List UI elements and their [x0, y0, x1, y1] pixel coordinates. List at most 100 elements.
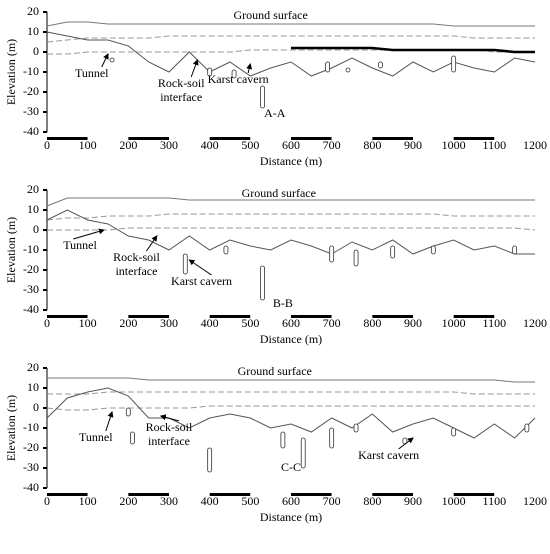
x-tick-label: 600 — [282, 138, 300, 152]
karst-cavern — [353, 249, 359, 267]
x-tick-label: 200 — [119, 138, 137, 152]
x-tick-label: 200 — [119, 316, 137, 330]
karst-cavern — [207, 67, 213, 77]
scale-bar — [453, 315, 495, 318]
scale-bar — [331, 315, 373, 318]
profile-line — [46, 35, 535, 43]
scale-bar — [87, 493, 129, 496]
x-tick-label: 700 — [323, 494, 341, 508]
scale-bar — [169, 315, 210, 318]
y-tick-label: -30 — [23, 104, 39, 118]
scale-bar — [413, 137, 454, 140]
y-tick-label: 20 — [27, 360, 39, 374]
scale-bar — [291, 315, 332, 318]
annotation: Rock-soil — [113, 250, 160, 264]
profile-line — [47, 377, 535, 383]
karst-cavern — [353, 423, 359, 433]
scale-bar — [413, 493, 454, 496]
profile-line — [46, 197, 535, 207]
annotation: Tunnel — [63, 238, 97, 252]
scale-bar — [209, 493, 251, 496]
y-tick-label: -10 — [23, 242, 39, 256]
x-tick-label: 1200 — [523, 138, 547, 152]
y-tick-label: 0 — [33, 222, 39, 236]
x-tick-label: 500 — [241, 138, 259, 152]
scale-bar — [494, 493, 535, 496]
x-tick-label: 400 — [201, 138, 219, 152]
karst-cavern — [329, 427, 335, 449]
profile-line — [47, 391, 535, 395]
scale-bar — [291, 493, 332, 496]
x-axis-label: Distance (m) — [260, 510, 322, 524]
annotation: Tunnel — [79, 430, 113, 444]
x-tick-label: 100 — [79, 138, 97, 152]
y-tick-label: 10 — [27, 380, 39, 394]
y-tick-label: -40 — [23, 480, 39, 494]
karst-cavern — [129, 431, 135, 445]
x-tick-label: 1100 — [483, 138, 507, 152]
annotation: Rock-soil — [146, 420, 193, 434]
annotation: Ground surface — [238, 364, 312, 378]
scale-bar — [87, 137, 129, 140]
scale-bar — [209, 137, 251, 140]
x-tick-label: 1000 — [442, 138, 466, 152]
x-tick-label: 800 — [363, 138, 381, 152]
scale-bar — [128, 315, 169, 318]
scale-bar — [453, 137, 495, 140]
y-tick-label: 0 — [33, 400, 39, 414]
karst-cavern — [182, 253, 188, 275]
x-tick-label: 800 — [363, 316, 381, 330]
x-tick-label: 1200 — [523, 494, 547, 508]
scale-bar — [128, 137, 169, 140]
scale-bar — [331, 137, 373, 140]
annotation: interface — [115, 264, 157, 278]
y-tick-label: -30 — [23, 282, 39, 296]
y-tick-label: -30 — [23, 460, 39, 474]
y-tick-label: 20 — [27, 182, 39, 196]
x-tick-label: 1000 — [442, 316, 466, 330]
karst-cavern — [231, 69, 237, 79]
scale-bar — [209, 315, 251, 318]
y-tick-label: -20 — [23, 84, 39, 98]
y-tick-label: 10 — [27, 202, 39, 216]
annotation: Tunnel — [75, 66, 109, 80]
y-tick-label: -10 — [23, 420, 39, 434]
y-tick-label: 10 — [27, 24, 39, 38]
profile-line — [291, 46, 535, 54]
scale-bar — [128, 493, 169, 496]
x-tick-label: 900 — [404, 138, 422, 152]
karst-cavern — [300, 437, 306, 469]
annotation: interface — [148, 434, 190, 448]
scale-bar — [494, 315, 535, 318]
scale-bar — [413, 315, 454, 318]
y-tick-label: -40 — [23, 124, 39, 138]
karst-cavern — [280, 431, 286, 449]
annotation: Ground surface — [234, 8, 308, 22]
x-tick-label: 300 — [160, 138, 178, 152]
scale-bar — [372, 137, 413, 140]
karst-cavern — [109, 57, 115, 63]
x-tick-label: 1100 — [483, 494, 507, 508]
x-tick-label: 900 — [404, 316, 422, 330]
annotation: Ground surface — [242, 186, 316, 200]
scale-bar — [47, 315, 88, 318]
y-tick-label: -20 — [23, 262, 39, 276]
scale-bar — [87, 315, 129, 318]
profile-line — [46, 31, 536, 77]
annotation-arrow — [246, 63, 253, 74]
scale-bar — [331, 493, 373, 496]
karst-cavern — [524, 423, 530, 433]
x-tick-label: 700 — [323, 138, 341, 152]
annotation-arrow — [159, 414, 180, 422]
x-tick-label: 600 — [282, 316, 300, 330]
karst-cavern — [325, 61, 331, 73]
x-axis-label: Distance (m) — [260, 154, 322, 168]
scale-bar — [47, 493, 88, 496]
karst-cavern — [345, 67, 351, 73]
karst-cavern — [207, 447, 213, 473]
x-tick-label: 100 — [79, 494, 97, 508]
karst-cavern — [260, 85, 265, 109]
x-tick-label: 600 — [282, 494, 300, 508]
x-tick-label: 100 — [79, 316, 97, 330]
